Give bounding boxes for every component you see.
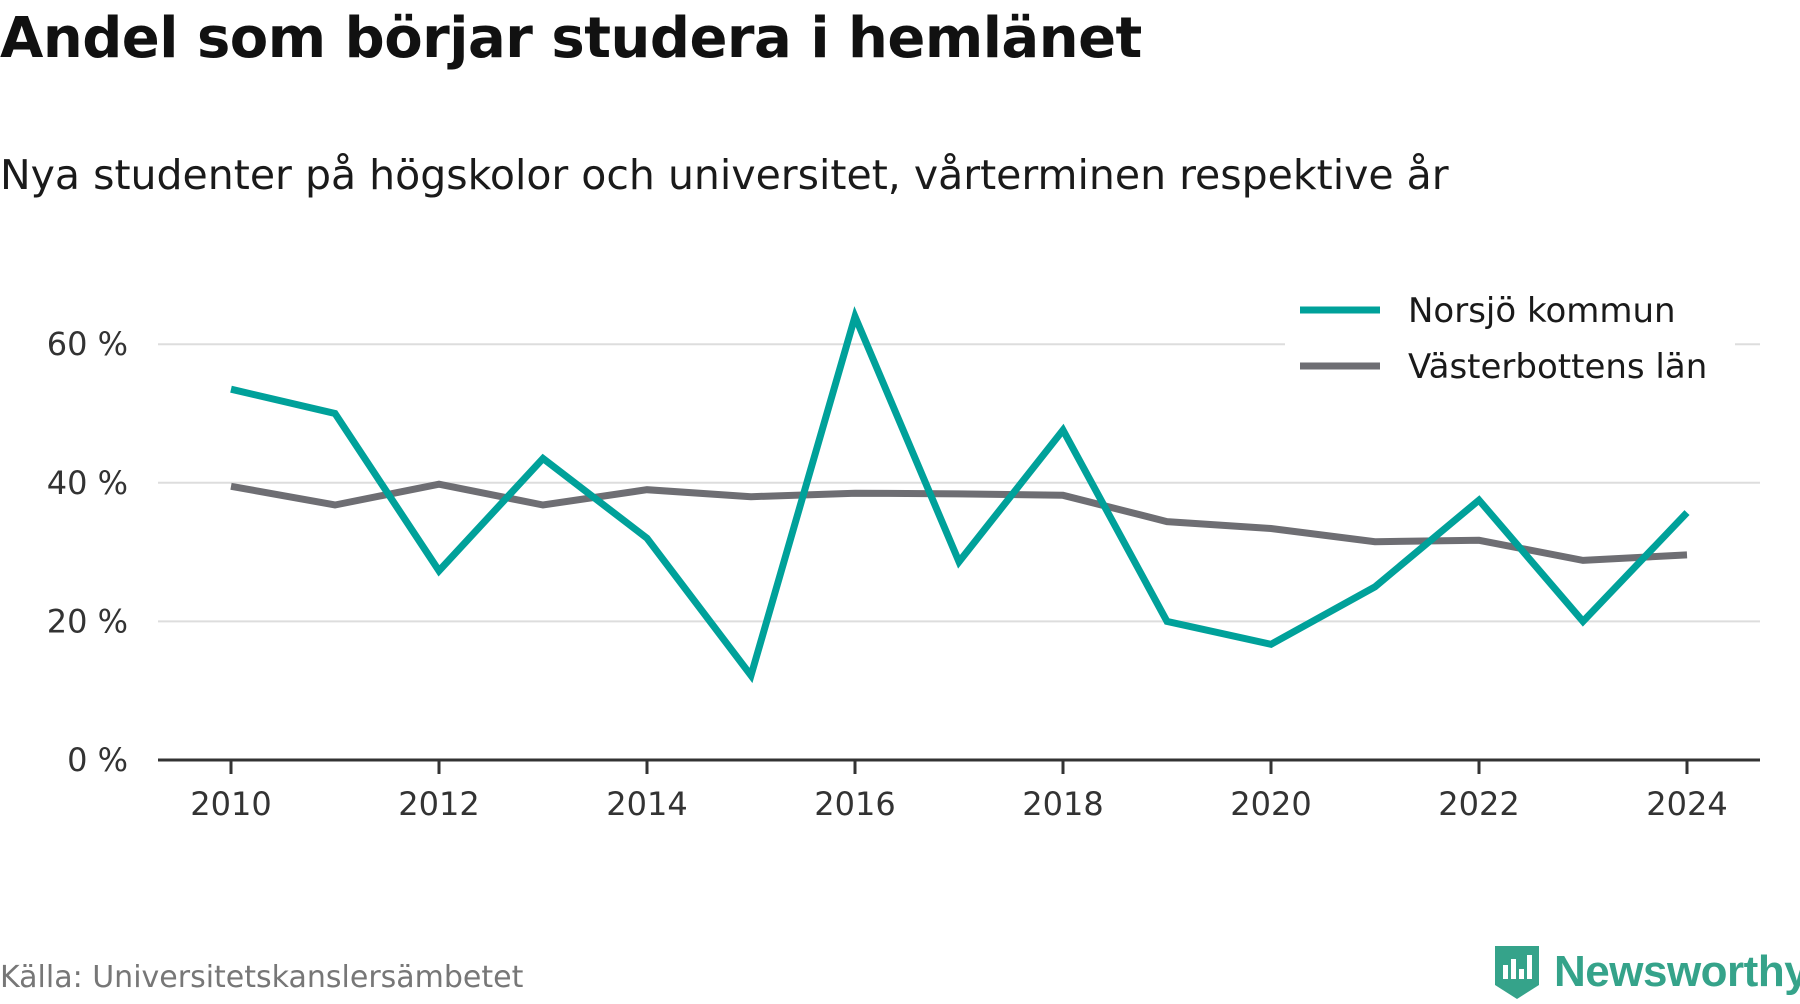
brand-logo: Newsworthy [1492,940,1800,1004]
x-tick-label: 2024 [1646,785,1727,823]
series-line-norsjo [230,306,1690,684]
y-tick-label: 60 % [47,325,128,363]
x-tick-label: 2022 [1438,785,1519,823]
line-chart: 0 % 20 % 40 % 60 % 2010 2012 2014 2016 2018 2020… [46,278,1760,823]
series-line-vasterbotten [230,480,1688,564]
y-axis-ticks: 0 % 20 % 40 % 60 % [47,325,128,779]
chart-subtitle: Nya studenter på högskolor och universit… [0,151,1449,199]
legend: Norsjö kommun Västerbottens län [1285,278,1735,390]
x-tick-label: 2020 [1230,785,1311,823]
x-tick-label: 2018 [1022,785,1103,823]
legend-label: Västerbottens län [1408,347,1707,387]
legend-label: Norsjö kommun [1408,291,1676,331]
y-tick-label: 0 % [67,741,128,779]
chart-title: Andel som börjar studera i hemlänet [0,6,1142,71]
legend-background [1285,278,1735,390]
x-tick-label: 2012 [398,785,479,823]
x-tick-label: 2016 [814,785,895,823]
source-note: Källa: Universitetskanslersämbetet [0,960,524,995]
x-axis: 2010 2012 2014 2016 2018 2020 2022 2024 [158,758,1760,823]
x-tick-label: 2010 [190,785,271,823]
newsworthy-logo-icon [1495,946,1539,999]
y-tick-label: 20 % [47,602,128,640]
y-tick-label: 40 % [47,464,128,502]
x-tick-label: 2014 [606,785,687,823]
series-lines [230,306,1690,684]
brand-name: Newsworthy [1554,947,1800,996]
